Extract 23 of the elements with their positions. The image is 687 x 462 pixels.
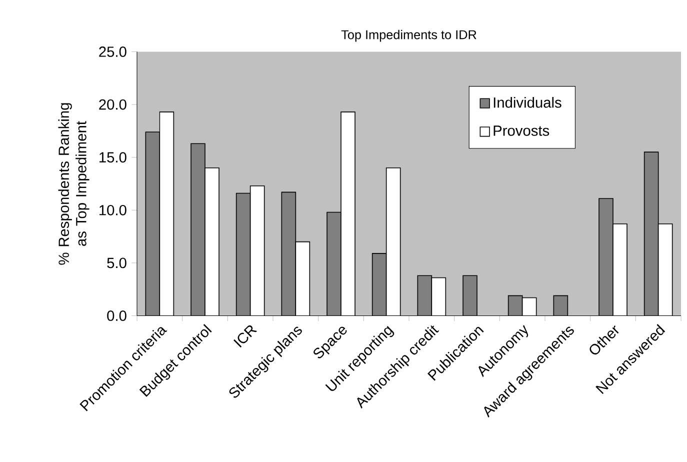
bar xyxy=(190,143,206,316)
y-tick-label: 20.0 xyxy=(99,99,126,110)
bar xyxy=(508,295,523,316)
bar xyxy=(644,152,659,316)
y-tick-label: 25.0 xyxy=(99,46,126,57)
legend-label: Individuals xyxy=(494,96,562,108)
bar xyxy=(326,212,342,316)
chart-title: Top Impediments to IDR xyxy=(341,30,476,42)
y-axis-title: % Respondents Ranking as Top Impediment xyxy=(58,103,90,265)
y-tick-label: 0.0 xyxy=(107,310,126,321)
y-tick-label: 5.0 xyxy=(107,258,126,268)
bar xyxy=(553,295,568,316)
bar xyxy=(462,275,478,316)
bar xyxy=(145,132,160,316)
bar xyxy=(417,275,432,316)
bar xyxy=(236,192,251,316)
bar xyxy=(598,198,614,316)
x-tick-label: ICR xyxy=(234,325,258,348)
y-tick-label: 15.0 xyxy=(100,152,126,163)
legend-label: Provosts xyxy=(494,126,550,136)
bar xyxy=(281,192,296,316)
y-tick-label: 10.0 xyxy=(100,204,126,216)
bar xyxy=(372,253,387,316)
